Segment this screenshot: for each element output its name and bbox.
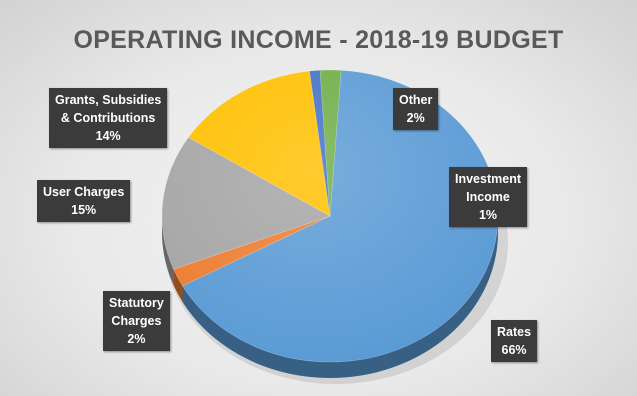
data-label-user-charges: User Charges 15% — [37, 180, 131, 222]
data-label-rates-value: 66% — [501, 343, 527, 357]
data-label-statutory-charges: Statutory Charges 2% — [103, 291, 170, 351]
pie-highlight — [162, 70, 498, 362]
data-label-grants-name-1: Grants, Subsidies — [55, 93, 162, 107]
data-label-statutory-name-2: Charges — [111, 314, 162, 328]
data-label-grants-name-2: & Contributions — [60, 111, 156, 125]
data-label-grants: Grants, Subsidies & Contributions 14% — [49, 88, 168, 148]
data-label-other-name: Other — [399, 93, 433, 107]
data-label-other: Other 2% — [393, 88, 439, 130]
pie-side-statutory-charges — [173, 269, 183, 302]
data-label-statutory-name-1: Statutory — [109, 296, 164, 310]
data-label-other-value: 2% — [406, 111, 425, 125]
data-label-investment-income: Investment Income 1% — [449, 167, 527, 227]
data-label-rates: Rates 66% — [491, 320, 538, 362]
data-label-statutory-value: 2% — [127, 332, 146, 346]
data-label-grants-value: 14% — [95, 129, 121, 143]
chart-title: OPERATING INCOME - 2018-19 BUDGET — [73, 26, 564, 54]
data-label-user-name: User Charges — [43, 185, 125, 199]
data-label-investment-name-1: Investment — [455, 172, 521, 186]
data-label-user-value: 15% — [71, 203, 97, 217]
data-label-investment-name-2: Income — [466, 190, 510, 204]
data-label-investment-value: 1% — [478, 208, 498, 222]
pie-side-user-charges — [162, 216, 174, 286]
data-label-rates-name: Rates — [497, 325, 532, 339]
